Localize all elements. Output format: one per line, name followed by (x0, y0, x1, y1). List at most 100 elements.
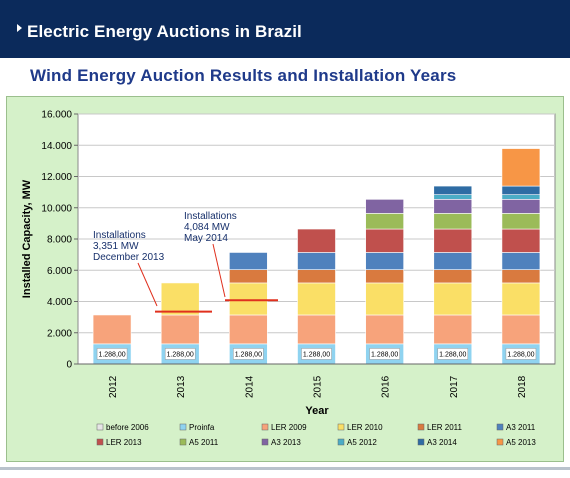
data-label-box (233, 348, 264, 360)
bar-segment-ler-2010 (297, 282, 336, 316)
bar-segment-a5-2013 (501, 148, 541, 187)
legend-label: LER 2010 (347, 423, 383, 432)
data-label: 1.288,00 (371, 351, 398, 358)
annotation-leader-2013 (137, 262, 158, 307)
y-tick-label: 10.000 (41, 203, 72, 214)
legend-label: Proinfa (189, 423, 215, 432)
bar-segment-ler-2010 (365, 282, 404, 316)
bar-segment-a5-2012 (433, 194, 473, 200)
bar-segment-a3-2011 (501, 252, 541, 270)
legend-label: before 2006 (106, 423, 149, 432)
legend-swatch (261, 438, 269, 446)
x-axis-title: Year (305, 405, 329, 417)
legend-swatch (417, 438, 425, 446)
y-tick-label: 4.000 (47, 297, 72, 308)
data-label-box (96, 348, 128, 360)
bar-segment-ler-2013 (365, 228, 404, 253)
y-tick-label: 14.000 (41, 141, 72, 152)
bar-segment-a3-2013 (365, 199, 404, 214)
annotation-installations-2014: Installations (184, 211, 237, 222)
data-label: 1.288,00 (439, 351, 466, 358)
bar-segment-ler-2010 (160, 282, 200, 316)
legend-label: A5 2013 (506, 438, 536, 447)
legend-swatch (96, 438, 104, 446)
annotation-installations-2014: May 2014 (184, 233, 228, 244)
legend-label: LER 2009 (271, 423, 307, 432)
bar-segment-ler-2009 (160, 314, 200, 345)
annotation-installations-2013: Installations (93, 230, 146, 241)
bar-segment-ler-2011 (433, 269, 473, 284)
bar-segment-ler-2011 (297, 269, 336, 284)
legend-swatch (96, 423, 104, 431)
legend-swatch (417, 423, 425, 431)
bar-segment-ler-2009 (501, 314, 541, 345)
bar-segment-a3-2011 (297, 252, 336, 270)
bar-segment-ler-2009 (433, 314, 473, 345)
bar-segment-ler-2009 (92, 314, 132, 345)
y-axis-title: Installed Capacity, MW (21, 179, 33, 298)
legend-label: A5 2011 (189, 438, 219, 447)
x-tick-label: 2015 (313, 375, 324, 398)
slide-title: Electric Energy Auctions in Brazil (27, 22, 302, 41)
annotation-installations-2013: December 2013 (93, 252, 165, 263)
annotation-leader-2014 (212, 243, 226, 298)
x-tick-label: 2016 (381, 375, 392, 398)
bar-segment-ler-2013 (501, 228, 541, 253)
legend-swatch (337, 438, 345, 446)
data-label-box (164, 348, 196, 360)
bar-segment-ler-2013 (433, 228, 473, 253)
legend-swatch (261, 423, 269, 431)
data-label-box (505, 348, 537, 360)
bar-segment-a3-2013 (433, 199, 473, 214)
y-tick-label: 8.000 (47, 235, 72, 246)
bar-segment-ler-2010 (501, 282, 541, 316)
bar-segment-ler-2011 (365, 269, 404, 284)
y-tick-label: 2.000 (47, 328, 72, 339)
legend-label: LER 2013 (106, 438, 142, 447)
y-tick-label: 0 (66, 360, 72, 371)
legend-label: A3 2014 (427, 438, 457, 447)
legend-label: LER 2011 (427, 423, 463, 432)
bar-segment-a3-2014 (433, 185, 473, 195)
bar-segment-ler-2009 (297, 314, 336, 345)
legend-swatch (496, 438, 504, 446)
data-label-box (369, 348, 400, 360)
annotation-installations-2013: 3,351 MW (93, 241, 139, 252)
bar-segment-a3-2011 (365, 252, 404, 270)
legend-label: A3 2011 (506, 423, 536, 432)
legend-swatch (496, 423, 504, 431)
legend-label: A5 2012 (347, 438, 377, 447)
bar-segment-a3-2011 (229, 252, 268, 270)
bar-segment-ler-2009 (365, 314, 404, 345)
bar-segment-ler-2013 (297, 228, 336, 253)
bar-segment-ler-2010 (433, 282, 473, 316)
annotation-installations-2014: 4,084 MW (184, 222, 230, 233)
bar-segment-a3-2013 (501, 199, 541, 214)
legend-swatch (337, 423, 345, 431)
data-label: 1.288,00 (303, 351, 330, 358)
x-tick-label: 2013 (176, 375, 187, 398)
bar-segment-ler-2011 (229, 269, 268, 284)
chart-heading: Wind Energy Auction Results and Installa… (30, 66, 457, 85)
y-tick-label: 6.000 (47, 266, 72, 277)
x-tick-label: 2014 (244, 375, 255, 398)
data-label: 1.288,00 (98, 351, 125, 358)
legend-swatch (179, 438, 187, 446)
bar-segment-ler-2010 (229, 282, 268, 316)
bar-segment-ler-2011 (501, 269, 541, 284)
footer-divider (0, 467, 570, 470)
bar-segment-a5-2012 (501, 194, 541, 200)
data-label: 1.288,00 (507, 351, 534, 358)
legend-swatch (179, 423, 187, 431)
x-tick-label: 2012 (108, 375, 119, 398)
bar-segment-a5-2011 (433, 213, 473, 230)
bar-segment-a5-2011 (365, 213, 404, 230)
data-label: 1.288,00 (235, 351, 262, 358)
y-tick-label: 16.000 (41, 110, 72, 121)
bar-segment-a3-2011 (433, 252, 473, 270)
bar-segment-ler-2009 (229, 314, 268, 345)
bar-segment-a3-2014 (501, 185, 541, 195)
data-label-box (301, 348, 332, 360)
legend-label: A3 2013 (271, 438, 301, 447)
